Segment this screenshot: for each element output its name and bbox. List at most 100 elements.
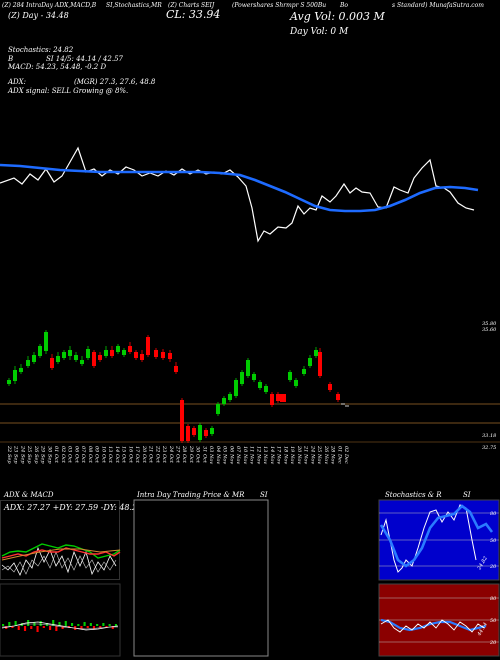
intraday-panel-title: Intra Day Trading Price & MR [137,491,245,499]
date-tick: 25 Nov [316,445,322,464]
candle-body [68,350,72,356]
date-tick: 29 Oct [188,445,194,464]
adx-readout: (MGR) 27.3, 27.6, 48.8 [74,78,156,86]
stoch-k-line [380,504,477,573]
candle-body [198,425,202,440]
candle-body [140,354,144,360]
candle-body [216,404,220,414]
date-tick: 13 Nov [262,446,268,464]
price-tick-low: 33.18 [482,433,496,439]
date-tick: 07 Nov [235,446,241,464]
date-tick: 06 Oct [73,446,79,464]
adx-line-white-2 [1,551,117,575]
macd-histogram-bar [14,621,17,626]
macd-histogram-bar [39,621,42,626]
macd-histogram-bar [99,626,102,628]
stoch-tick-50: 50 [490,538,497,544]
macd-histogram-bar [42,626,45,628]
macd-line [1,621,119,631]
date-tick: 18 Nov [282,446,288,464]
macd-histogram-bar [30,626,33,629]
macd-histogram-bar [83,622,86,626]
candle-body [128,346,132,352]
candle-body [74,355,78,360]
date-tick: 05 Nov [222,446,228,464]
candle-body [110,350,114,356]
price-axis: 35.80 35.60 33.18 32.75 [482,321,497,451]
candle-body [134,352,138,358]
chart-header-left: (Z) 284 IntraDay ADX,MACD,B [2,2,97,9]
macd-histogram-bar [77,624,80,626]
date-tick: 29 Sep [40,445,46,464]
adx-panel-readout: ADX: 27.27 +DY: 27.59 -DY: 48.28 [4,503,143,512]
macd-panel [0,583,121,657]
candle-body [210,428,214,434]
candle-body [276,394,280,401]
si-readout-label: B [8,55,14,63]
macd-histogram-bar [55,626,58,631]
candle-body [270,394,274,405]
stoch-d-line [379,504,494,568]
macd-histogram-bar [89,623,92,626]
macd-histogram-bar [111,626,114,629]
candle-body [234,380,238,396]
date-tick: 10 Nov [242,446,248,464]
date-tick: 31 Oct [201,446,207,464]
macd-histogram-bar [108,624,111,626]
macd-histogram-bar [86,626,89,628]
date-tick: 21 Oct [148,445,154,464]
date-tick: 16 Oct [127,446,133,464]
macd-histogram-bar [23,626,27,631]
stoch-tick-20: 20 [489,564,497,570]
macd-histogram-bar [102,623,105,626]
macd-histogram-bar [36,626,39,632]
date-tick: 22 Sep [6,445,12,464]
date-axis: 22 Sep 23 Sep 24 Sep 25 Sep 26 Sep 29 Sep 30 S… [6,445,349,464]
date-tick: 12 Nov [255,446,261,464]
price-tick-top: 35.80 [482,321,497,327]
stoch-tick-80: 80 [490,511,497,517]
macd-histogram-bar [11,626,14,628]
candle-body [44,332,48,351]
candle-body [246,360,250,376]
candle-body [80,360,84,364]
rsi-tick-20: 20 [489,640,497,646]
si-readout: SI 14/5: 44.14 / 42.57 [46,55,123,63]
plus-di-line [1,543,121,559]
price-tick-top2: 35.60 [482,327,497,333]
date-tick: 04 Nov [215,446,221,464]
rsi-tick-50: 50 [490,618,497,624]
candle-body [308,358,312,366]
candle-body [186,426,190,441]
date-tick: 20 Oct [141,445,147,464]
macd-histogram-bar [17,626,20,630]
candle-body [252,374,256,380]
date-tick: 09 Oct [94,446,100,464]
date-tick: 14 Nov [269,446,275,464]
candle-body [280,394,286,402]
candle-body [192,428,196,435]
chart-header-name-2: Bo [340,2,349,9]
macd-histogram-bar [52,620,55,626]
candle-body [32,355,36,362]
date-tick: 23 Sep [13,445,19,464]
macd-readout: MACD: 54.23, 54.48, -0.2 D [8,63,107,71]
candle-body [222,398,226,404]
candle-body [56,356,60,362]
candle-body [116,346,120,352]
date-tick: 26 Sep [33,445,39,464]
candle-body [122,350,126,355]
date-tick: 13 Oct [107,446,113,464]
candle-body [264,386,268,392]
adx-orange-line [1,548,121,561]
date-tick: 27 Oct [175,445,181,464]
date-tick: 23 Oct [161,445,167,464]
candle-body [258,382,262,388]
date-tick: 02 Oct [60,446,66,464]
stochastics-panel-title: Stochastics & R [385,491,442,499]
candle-body [168,353,172,359]
date-tick: 08 Oct [87,446,93,464]
candle-body [92,352,96,366]
date-tick: 14 Oct [114,446,120,464]
